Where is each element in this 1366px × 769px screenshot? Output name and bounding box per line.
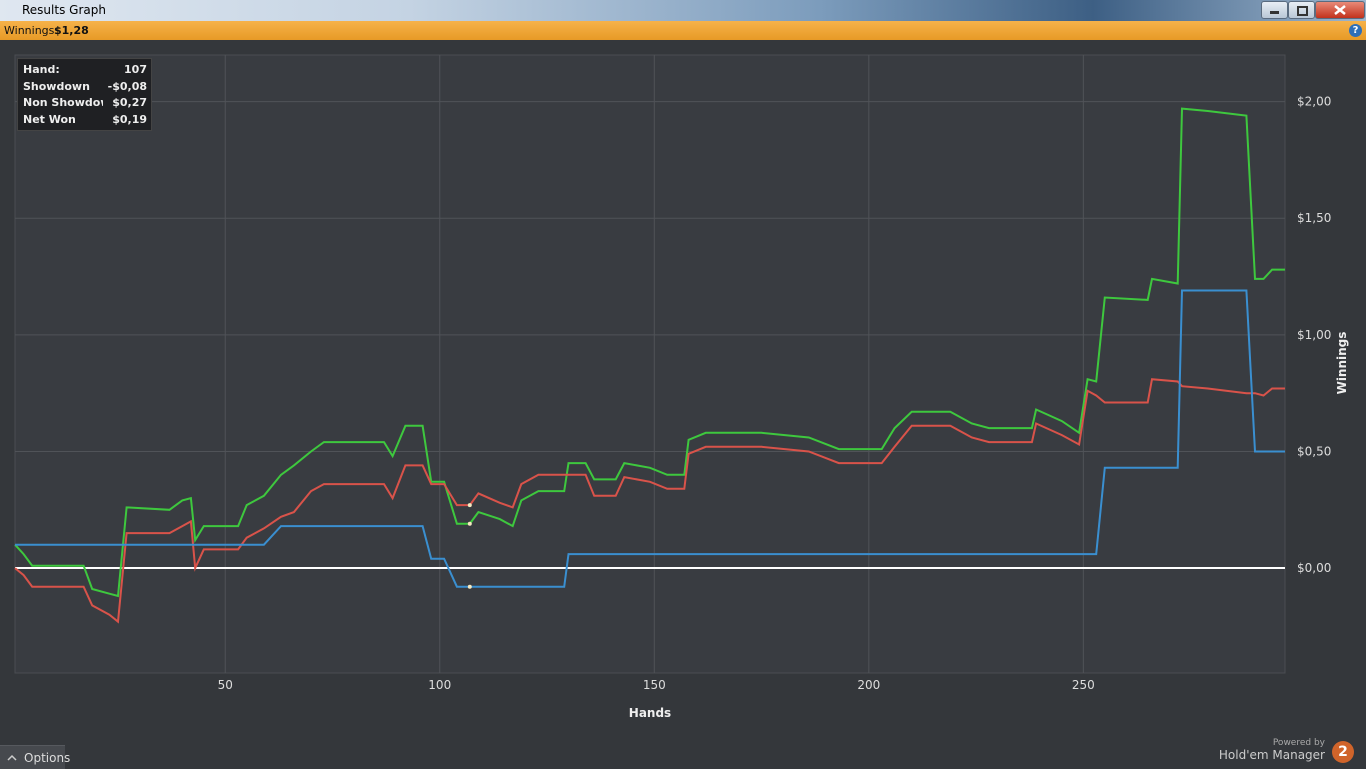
tooltip-label: Showdown <box>23 79 90 93</box>
options-button[interactable]: Options <box>0 745 70 769</box>
hover-point <box>467 584 472 589</box>
winnings-banner: Winnings: $1,28 ? <box>0 21 1366 40</box>
tooltip-value: -$0,08 <box>107 79 147 93</box>
brand-name: Hold'em Manager <box>1218 748 1325 762</box>
x-tick-label: 250 <box>1072 678 1095 692</box>
tooltip-value: $0,27 <box>112 96 147 109</box>
y-tick-label: $0,00 <box>1297 561 1331 575</box>
series-line <box>14 107 1285 598</box>
x-tick-label: 150 <box>643 678 666 692</box>
minimize-button[interactable] <box>1261 1 1288 19</box>
restore-button[interactable] <box>1288 1 1315 19</box>
close-icon <box>1334 5 1346 15</box>
winnings-label: Winnings: <box>4 24 59 37</box>
x-tick-label: 50 <box>218 678 233 692</box>
tooltip-label: Net Won <box>23 112 76 126</box>
options-caret <box>7 754 17 761</box>
options-label: Options <box>24 751 71 765</box>
x-axis-label: Hands <box>629 706 671 720</box>
close-button[interactable] <box>1315 1 1365 19</box>
y-tick-label: $1,00 <box>1297 328 1331 342</box>
title-bar: Results Graph <box>0 0 1366 21</box>
hover-point <box>467 503 472 508</box>
x-tick-label: 200 <box>857 678 880 692</box>
tooltip-value: $0,19 <box>112 112 147 126</box>
hover-point <box>467 521 472 526</box>
window-title: Results Graph <box>22 3 106 17</box>
tooltip-label: Non Showdown <box>23 96 103 109</box>
y-axis-label: Winnings <box>1335 332 1349 395</box>
winnings-value: $1,28 <box>54 24 89 37</box>
series-line <box>14 378 1285 624</box>
chart: 50 100 150 200 250 $0,00 $0,50 $1,00 $1,50 $2,00 H… <box>14 54 1349 720</box>
x-tick-label: 100 <box>428 678 451 692</box>
tooltip-label: Hand: <box>23 63 60 76</box>
powered-by: Powered by <box>1272 738 1325 748</box>
hover-tooltip: Hand: 107 Showdown -$0,08 Non Showdown $0,27 N… <box>17 58 152 131</box>
y-tick-label: $1,50 <box>1297 211 1331 225</box>
tooltip-value: 107 <box>124 63 147 76</box>
y-tick-label: $2,00 <box>1297 95 1331 109</box>
plot-area <box>14 54 1286 674</box>
help-button[interactable]: ? <box>1349 24 1362 37</box>
y-tick-label: $0,50 <box>1297 444 1331 458</box>
brand-logo: 2 <box>1332 741 1354 763</box>
series-line <box>15 289 1285 588</box>
